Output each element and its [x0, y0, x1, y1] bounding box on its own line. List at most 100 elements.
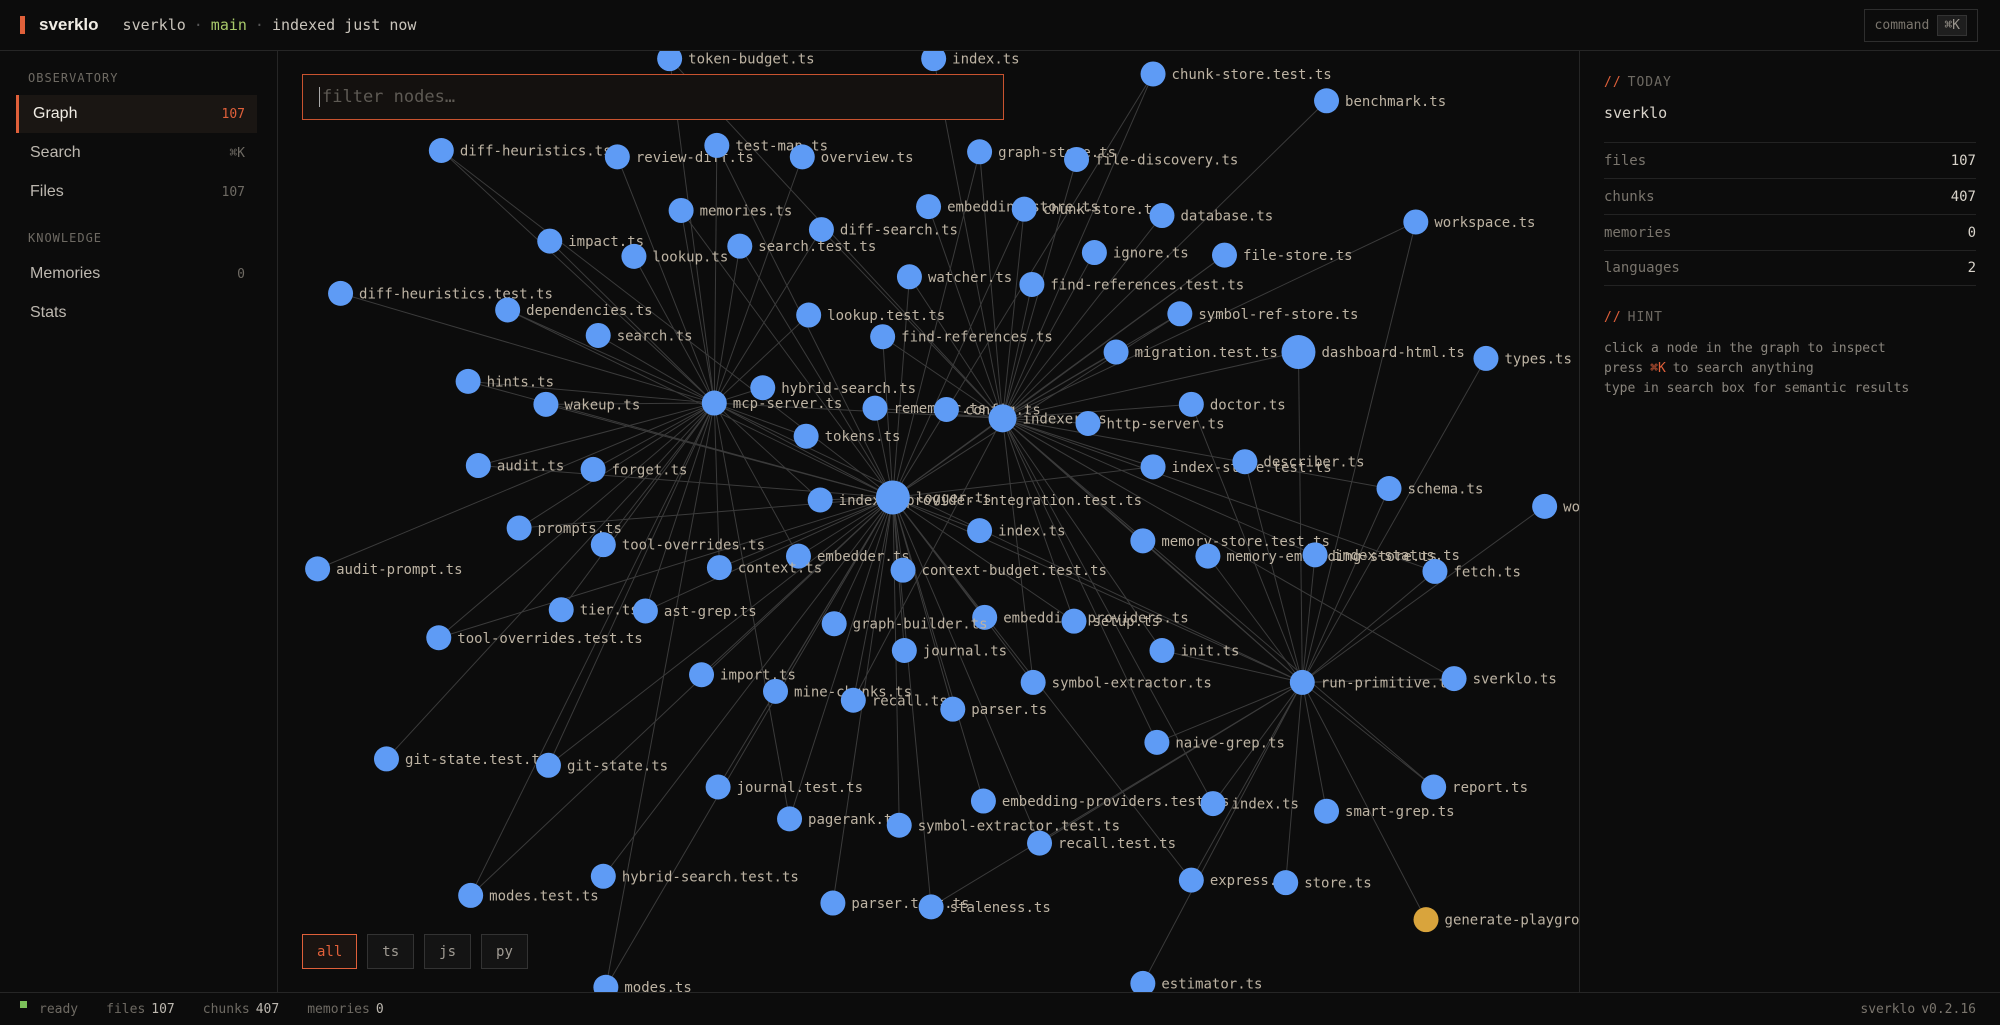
graph-node[interactable]: hybrid-search.ts — [750, 375, 916, 401]
graph-node[interactable]: lookup.ts — [621, 243, 728, 269]
graph-node[interactable]: parser.ts — [940, 696, 1047, 722]
edge — [1301, 554, 1316, 683]
graph-node[interactable]: symbol-ref-store.ts — [1167, 301, 1359, 327]
graph-node[interactable]: index.ts — [1200, 791, 1299, 817]
graph-node[interactable]: hybrid-search.test.ts — [590, 863, 799, 889]
graph-node[interactable]: dashboard-html.ts — [1281, 335, 1465, 370]
graph-node[interactable]: wo — [1532, 493, 1579, 519]
nav-item[interactable]: Stats — [16, 294, 257, 332]
graph-node[interactable]: parser.test.ts — [820, 890, 969, 916]
graph-node[interactable]: graph-store.ts — [967, 139, 1116, 165]
graph-node[interactable]: memories.ts — [668, 197, 793, 223]
graph-node[interactable]: ignore.ts — [1081, 240, 1189, 266]
graph-node[interactable]: tool-overrides.ts — [590, 532, 765, 558]
graph-node[interactable]: report.ts — [1421, 774, 1528, 800]
graph-node[interactable]: review-diff.ts — [604, 144, 754, 170]
graph-node[interactable]: diff-search.ts — [808, 217, 958, 243]
edge — [1302, 678, 1455, 683]
graph-node[interactable]: lookup.test.ts — [796, 302, 945, 328]
graph-node[interactable]: embedder.ts — [785, 543, 910, 569]
graph-node[interactable]: embedding-providers.ts — [972, 604, 1189, 630]
graph-node[interactable]: find-references.test.ts — [1019, 271, 1244, 297]
graph-node[interactable]: git-state.ts — [535, 752, 668, 778]
graph-node[interactable]: chunk-store.ts — [1011, 196, 1161, 222]
graph-node[interactable]: hints.ts — [455, 368, 554, 394]
graph-node[interactable]: context-budget.test.ts — [890, 557, 1107, 583]
graph-node[interactable]: graph-builder.ts — [821, 611, 988, 637]
graph-node[interactable]: logger.ts — [875, 480, 992, 515]
graph-node[interactable]: memory-embedding-store.ts — [1195, 543, 1437, 569]
graph-node[interactable]: audit.ts — [465, 453, 564, 479]
graph-node[interactable]: forget.ts — [580, 456, 688, 482]
graph-node[interactable]: store.ts — [1273, 870, 1372, 896]
filter-button[interactable]: js — [424, 934, 472, 969]
graph-node[interactable]: symbol-extractor.test.ts — [886, 812, 1120, 838]
graph-node[interactable]: fetch.ts — [1422, 558, 1521, 584]
graph-node[interactable]: setup.ts — [1061, 608, 1160, 634]
graph-node[interactable]: search.ts — [585, 322, 693, 348]
graph-node[interactable]: index.ts — [967, 518, 1066, 544]
edge — [928, 206, 1004, 419]
graph-node[interactable]: staleness.ts — [918, 894, 1051, 920]
graph-node[interactable]: tokens.ts — [793, 423, 901, 449]
graph-node[interactable]: workspace.ts — [1403, 209, 1535, 235]
graph-node[interactable]: token-budget.ts — [657, 51, 815, 72]
graph-node[interactable]: schema.ts — [1376, 476, 1484, 502]
graph-node[interactable]: indexer-provider-integration.test.ts — [807, 487, 1142, 513]
graph-node[interactable]: audit-prompt.ts — [305, 556, 463, 582]
filter-button[interactable]: all — [302, 934, 358, 969]
graph-node[interactable]: journal.ts — [891, 638, 1007, 664]
graph-node[interactable]: doctor.ts — [1178, 391, 1286, 417]
graph-node[interactable]: diff-heuristics.ts — [428, 138, 612, 164]
nav-item[interactable]: Graph 107 — [16, 95, 257, 133]
graph-node[interactable]: watcher.ts — [896, 264, 1012, 290]
graph-node[interactable]: run-primitive.ts — [1289, 669, 1456, 695]
graph-node[interactable]: recall.ts — [840, 687, 948, 713]
nav-item[interactable]: Memories 0 — [16, 255, 257, 293]
command-button[interactable]: command ⌘K — [1863, 9, 1978, 42]
graph-node[interactable]: sverklo.ts — [1441, 666, 1557, 692]
graph-node[interactable]: context.ts — [706, 555, 822, 581]
graph-node[interactable]: database.ts — [1149, 203, 1273, 229]
graph-node[interactable]: mcp-server.ts — [701, 390, 843, 416]
graph-node[interactable]: benchmark.ts — [1314, 88, 1446, 114]
graph-node[interactable]: modes.test.ts — [458, 882, 599, 908]
graph-node[interactable]: wakeup.ts — [533, 391, 640, 417]
graph-node[interactable]: embedding-providers.test.ts — [970, 788, 1230, 814]
filter-button[interactable]: py — [481, 934, 528, 969]
graph-node[interactable]: migration.test.ts — [1103, 339, 1278, 365]
filter-input[interactable]: filter nodes… — [302, 74, 1004, 120]
graph-node[interactable]: recall.test.ts — [1027, 830, 1176, 856]
graph-node[interactable]: smart-grep.ts — [1314, 798, 1455, 824]
graph-node[interactable]: estimator.ts — [1130, 970, 1263, 992]
graph-node[interactable]: journal.test.ts — [705, 774, 863, 800]
graph-node[interactable]: diff-heuristics.test.ts — [328, 280, 553, 306]
nav-item[interactable]: Files 107 — [16, 173, 257, 211]
graph-node[interactable]: index-status.ts — [1302, 542, 1460, 568]
graph-node[interactable]: overview.ts — [789, 144, 914, 170]
graph-node[interactable]: symbol-extractor.ts — [1020, 669, 1212, 695]
graph-node[interactable]: describer.ts — [1232, 449, 1365, 475]
graph-node[interactable]: dependencies.ts — [495, 297, 653, 323]
graph-node[interactable]: http-server.ts — [1075, 410, 1225, 436]
graph-node[interactable]: chunk-store.test.ts — [1140, 61, 1332, 87]
graph-node[interactable]: tier.ts — [548, 597, 639, 623]
graph-node[interactable]: git-state.test.ts — [373, 746, 548, 772]
graph-node[interactable]: impact.ts — [537, 228, 644, 254]
graph-node[interactable]: modes.ts — [593, 974, 692, 992]
graph-node[interactable]: find-references.ts — [870, 324, 1053, 350]
graph-node[interactable]: pagerank.ts — [777, 806, 901, 832]
graph-node[interactable]: init.ts — [1149, 638, 1240, 664]
graph-node[interactable]: file-store.ts — [1211, 242, 1353, 268]
graph-node[interactable]: naive-grep.ts — [1144, 729, 1285, 755]
graph-node[interactable]: generate-playground.ts — [1413, 907, 1579, 933]
graph-node[interactable]: search.test.ts — [727, 233, 876, 259]
graph-node[interactable]: types.ts — [1473, 345, 1572, 371]
graph-node[interactable]: index.ts — [921, 51, 1020, 72]
nav-item[interactable]: Search ⌘K — [16, 134, 257, 172]
graph-node[interactable]: file-discovery.ts — [1064, 146, 1238, 172]
graph-node[interactable]: express.ts — [1178, 867, 1294, 893]
filter-button[interactable]: ts — [367, 934, 415, 969]
graph-node[interactable]: ast-grep.ts — [632, 598, 757, 624]
graph-node[interactable]: tool-overrides.test.ts — [426, 625, 643, 651]
